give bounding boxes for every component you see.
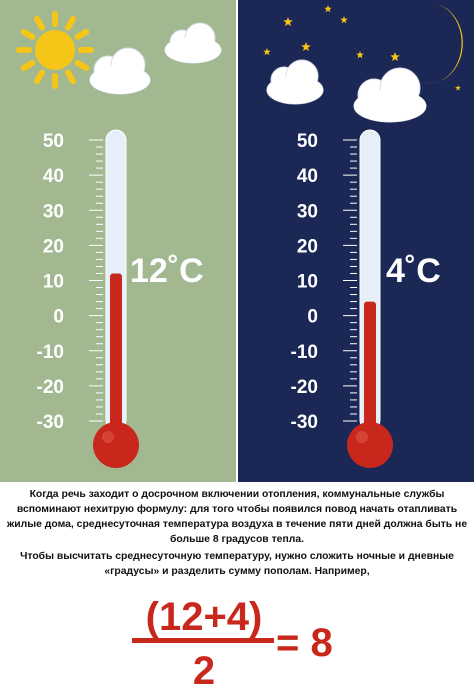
formula: (12+4) 2 = 8 (132, 595, 333, 690)
cloud-icon (353, 67, 427, 123)
scale-label: -10 (37, 342, 64, 363)
scale-label: 50 (43, 131, 64, 152)
cloud-icon (89, 47, 151, 95)
formula-result: = 8 (276, 621, 333, 665)
scale-label: -30 (291, 412, 318, 433)
paragraph-heating-rule: Когда речь заходит о досрочном включении… (6, 489, 468, 545)
day-panel: 50 40 30 20 10 0 -10 -20 -30 12˚C (0, 0, 236, 482)
paragraph-calculation: Чтобы высчитать среднесуточную температу… (20, 551, 454, 577)
day-thermometer-bulb (93, 422, 139, 468)
scale-label: 40 (43, 166, 64, 187)
cloud-icon (266, 59, 324, 105)
formula-denominator: 2 (193, 649, 215, 690)
scale-label: 10 (43, 272, 64, 293)
night-thermometer-bulb (347, 422, 393, 468)
day-temperature-label: 12˚C (130, 252, 204, 290)
night-panel: 50 40 30 20 10 0 -10 -20 -30 4˚C (238, 0, 474, 482)
cloud-icon (164, 22, 222, 64)
night-temperature-label: 4˚C (386, 252, 441, 290)
day-scale-labels: 50 40 30 20 10 0 -10 -20 -30 (37, 131, 64, 433)
formula-numerator: (12+4) (146, 595, 263, 639)
scale-label: 20 (297, 236, 318, 257)
night-mercury-column (364, 301, 376, 440)
day-scale-ticks (89, 139, 103, 422)
fraction-bar (132, 638, 274, 643)
scale-label: 20 (43, 236, 64, 257)
thermometer-panels: 50 40 30 20 10 0 -10 -20 -30 12˚C (0, 0, 474, 482)
night-scale-labels: 50 40 30 20 10 0 -10 -20 -30 (291, 131, 318, 433)
scale-label: -20 (291, 377, 318, 398)
scale-label: -20 (37, 377, 64, 398)
star-icon (263, 5, 461, 91)
scale-label: 40 (297, 166, 318, 187)
sun-icon (16, 11, 94, 89)
scale-label: 30 (297, 201, 318, 222)
night-scale-ticks (343, 139, 357, 422)
scale-label: 30 (43, 201, 64, 222)
scale-label: 50 (297, 131, 318, 152)
scale-label: -10 (291, 342, 318, 363)
scale-label: 0 (307, 307, 318, 328)
scale-label: 0 (53, 307, 64, 328)
scale-label: -30 (37, 412, 64, 433)
day-mercury-column (110, 273, 122, 440)
scale-label: 10 (297, 272, 318, 293)
